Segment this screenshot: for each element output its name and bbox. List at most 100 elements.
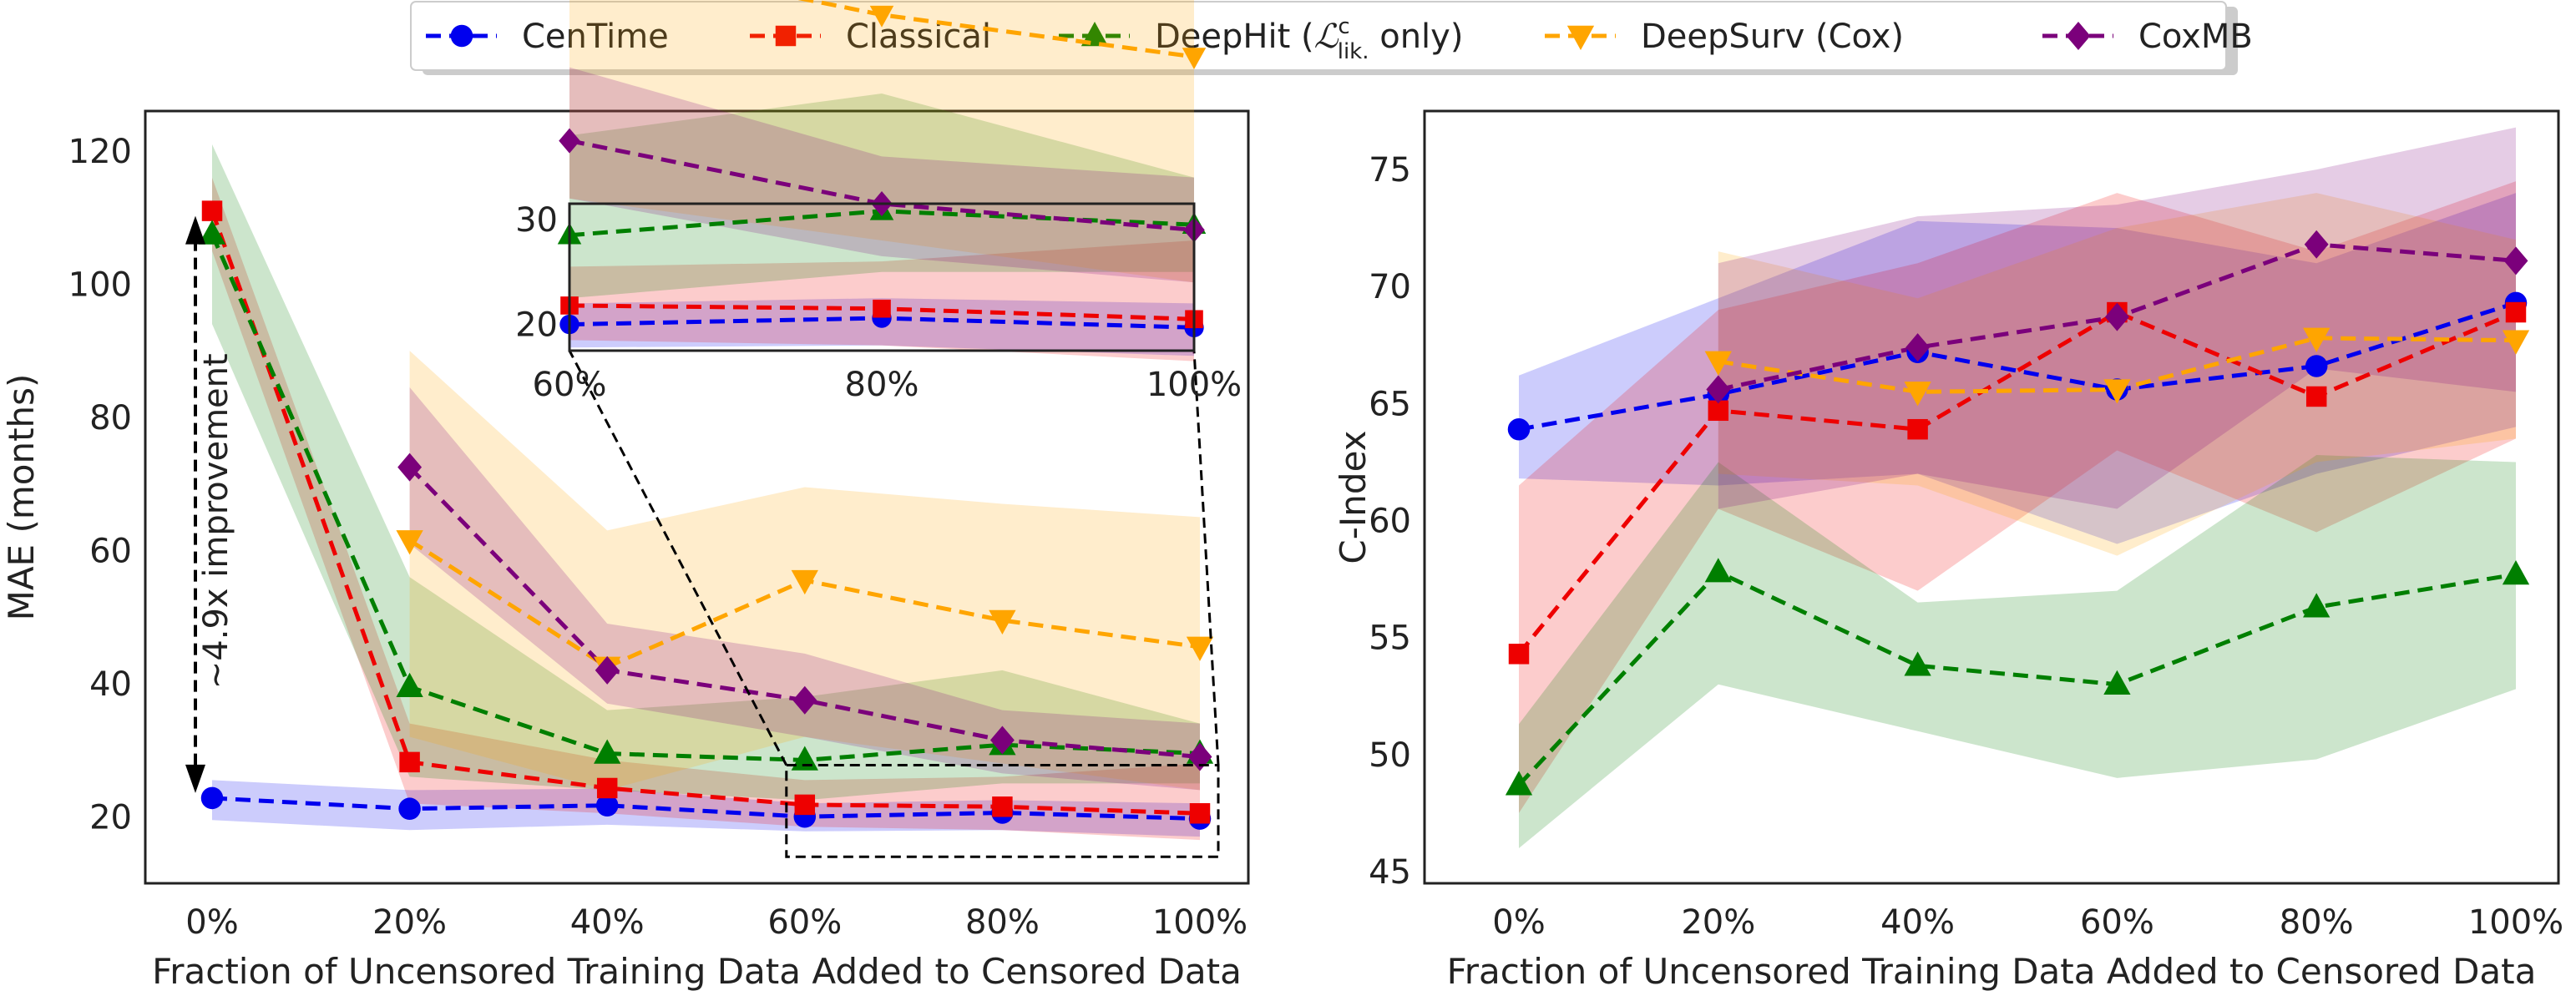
x-tick-label: 100% bbox=[2468, 903, 2563, 942]
legend-label-part: DeepHit ( bbox=[1155, 18, 1314, 56]
point-coxmb bbox=[1706, 375, 1731, 404]
zoom-connector bbox=[1192, 350, 1220, 766]
point-centime bbox=[1507, 417, 1531, 441]
y-tick-label: 70 bbox=[1369, 268, 1411, 306]
point-classical bbox=[1907, 418, 1928, 440]
point-classical bbox=[1708, 400, 1729, 422]
point-centime bbox=[398, 797, 421, 820]
line-classical bbox=[1517, 310, 2517, 655]
x-tick-label: 20% bbox=[372, 903, 447, 942]
line-deephit bbox=[1517, 569, 2517, 786]
legend-label-coxmb: CoxMB bbox=[2138, 18, 2253, 56]
y-tick-label: 40 bbox=[89, 665, 132, 704]
legend-marker-deepsurv-cox bbox=[1566, 25, 1595, 50]
legend-label-text: CenTime bbox=[522, 18, 669, 56]
point-deepsurv-cox bbox=[396, 530, 423, 555]
point-classical bbox=[596, 777, 618, 799]
annotation-text: ~4.9x improvement bbox=[197, 353, 235, 689]
point-deephit bbox=[1904, 651, 1931, 676]
legend-label-part: ℒ bbox=[1314, 18, 1339, 56]
inset-point-deepsurv-cox bbox=[869, 5, 894, 28]
x-tick-label: 0% bbox=[1492, 903, 1545, 942]
x-axis-title: Fraction of Uncensored Training Data Add… bbox=[1447, 951, 2537, 992]
c-index-chart: 0% 20% 40% 60% 80% 100% 45 50 55 60 65 70 75 Fraction… bbox=[1333, 109, 2563, 992]
arrow-head-top bbox=[185, 215, 205, 245]
legend: CenTime Classical DeepHit (ℒc lik. only) Dee… bbox=[410, 1, 2253, 75]
point-deepsurv-cox bbox=[2502, 330, 2530, 355]
plot-frame bbox=[144, 109, 1250, 885]
x-tick-label: 40% bbox=[570, 903, 645, 942]
zoom-region bbox=[785, 764, 1220, 858]
band-deepsurv-cox bbox=[1718, 193, 2516, 556]
legend-label-text: DeepSurv (Cox) bbox=[1641, 18, 1904, 56]
inset-band-deepsurv-cox bbox=[569, 0, 1194, 283]
point-centime bbox=[200, 786, 224, 810]
point-deephit bbox=[2103, 670, 2131, 695]
point-classical bbox=[201, 200, 223, 221]
point-classical bbox=[399, 751, 420, 773]
x-tick-label: 60% bbox=[2080, 903, 2154, 942]
point-coxmb bbox=[989, 726, 1015, 755]
line-coxmb bbox=[407, 465, 1201, 759]
point-coxmb bbox=[2503, 246, 2528, 276]
mae-chart: 0% 20% 40% 60% 80% 100% 20 40 60 80 100 120 Fraction… bbox=[1, 0, 1250, 992]
legend-label-part: c bbox=[1338, 14, 1349, 39]
legend-marker-coxmb bbox=[2066, 22, 2091, 50]
x-tick-label: 0% bbox=[185, 903, 238, 942]
y-tick-label: 120 bbox=[68, 133, 132, 171]
band-centime bbox=[212, 780, 1200, 837]
x-tick-label: 40% bbox=[1880, 903, 1955, 942]
point-coxmb bbox=[1187, 742, 1212, 771]
legend-label-deephit-only: DeepHit (ℒc lik. only) bbox=[1155, 14, 1463, 64]
inset-band-coxmb bbox=[569, 67, 1194, 283]
inset-point-deepsurv-cox bbox=[1182, 48, 1207, 69]
legend-marker-deephit-only bbox=[1081, 22, 1109, 47]
inset-x-tick-label: 80% bbox=[845, 366, 919, 404]
band-deephit bbox=[212, 144, 1200, 801]
point-centime bbox=[595, 794, 619, 817]
point-classical bbox=[2305, 386, 2327, 407]
inset-frame bbox=[568, 202, 1196, 352]
y-tick-label: 75 bbox=[1369, 151, 1411, 190]
y-tick-label: 65 bbox=[1369, 385, 1411, 423]
point-deepsurv-cox bbox=[1704, 351, 1732, 376]
arrow-head-bottom bbox=[185, 764, 205, 793]
legend-box bbox=[410, 1, 2227, 71]
y-tick-label: 45 bbox=[1369, 853, 1411, 892]
inset-y-tick-label: 20 bbox=[515, 306, 558, 345]
point-coxmb bbox=[2304, 230, 2329, 259]
legend-label-part: lik. bbox=[1338, 39, 1369, 64]
band-deephit bbox=[1519, 455, 2516, 848]
band-classical bbox=[1519, 181, 2516, 813]
point-coxmb bbox=[792, 685, 817, 715]
x-tick-label: 100% bbox=[1152, 903, 1248, 942]
legend-marker-centime bbox=[450, 24, 473, 48]
y-tick-label: 100 bbox=[68, 265, 132, 304]
point-classical bbox=[992, 796, 1013, 817]
y-tick-label: 80 bbox=[89, 399, 132, 437]
point-coxmb bbox=[1905, 333, 1931, 362]
point-coxmb bbox=[2104, 302, 2129, 331]
point-deephit bbox=[396, 672, 423, 698]
inset-x-tick-label: 60% bbox=[533, 366, 607, 404]
point-deepsurv-cox bbox=[2103, 379, 2131, 404]
zoom-connector bbox=[568, 350, 788, 766]
y-tick-label: 60 bbox=[1369, 503, 1411, 541]
y-axis-title: MAE (months) bbox=[1, 374, 42, 621]
inset-point-classical bbox=[873, 299, 891, 318]
x-axis-title: Fraction of Uncensored Training Data Add… bbox=[152, 951, 1242, 992]
y-axis-title: C-Index bbox=[1333, 430, 1374, 564]
x-tick-label: 20% bbox=[1681, 903, 1755, 942]
legend-label-classical: Classical bbox=[846, 18, 991, 56]
legend-label-text: Classical bbox=[846, 18, 991, 56]
inset-x-tick-label: 100% bbox=[1146, 366, 1242, 404]
y-tick-label: 50 bbox=[1369, 736, 1411, 775]
y-tick-label: 55 bbox=[1369, 619, 1411, 658]
point-deephit bbox=[198, 220, 226, 245]
point-deephit bbox=[1704, 558, 1732, 583]
line-centime bbox=[1518, 301, 2517, 432]
point-deepsurv-cox bbox=[1904, 382, 1931, 407]
band-coxmb bbox=[409, 387, 1201, 791]
point-coxmb bbox=[397, 452, 423, 482]
